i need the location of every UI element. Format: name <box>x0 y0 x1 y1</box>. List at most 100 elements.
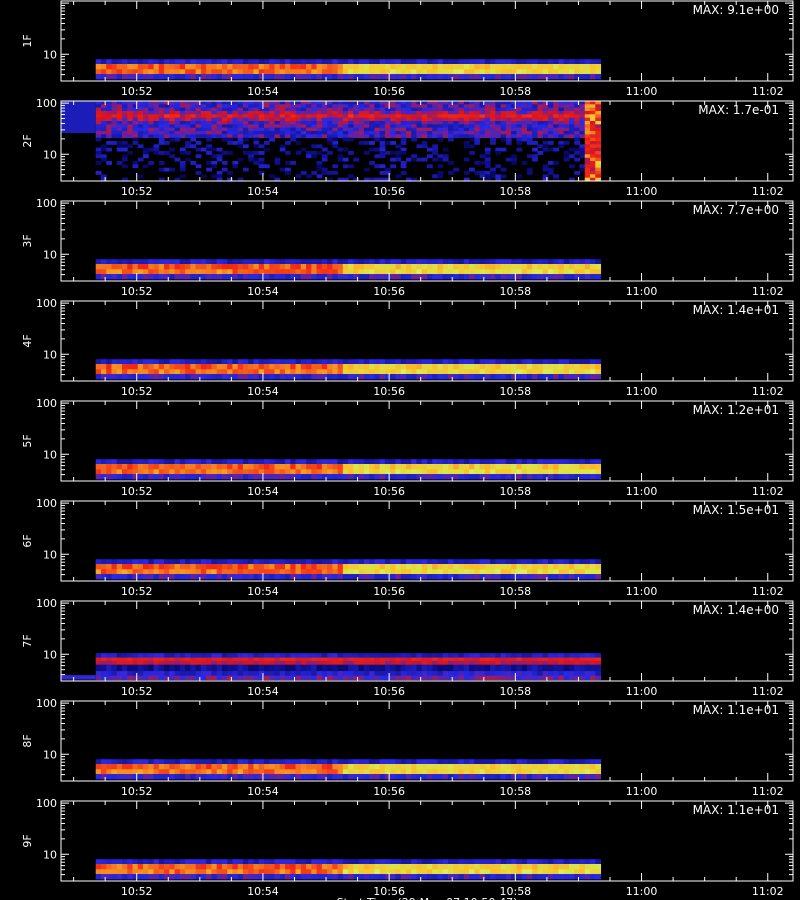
heatmap-cell <box>363 568 370 575</box>
heatmap-cell <box>411 259 417 264</box>
heatmap-cell <box>463 141 470 145</box>
heatmap-cell <box>437 759 444 764</box>
heatmap-cell <box>206 463 212 470</box>
heatmap-cell <box>316 657 323 661</box>
heatmap-cell <box>263 763 270 770</box>
heatmap-cell <box>295 660 302 665</box>
heatmap-cell <box>311 111 318 115</box>
heatmap-cell <box>221 104 228 109</box>
heatmap-cell <box>169 131 176 135</box>
heatmap-cell <box>490 359 496 364</box>
heatmap-cell <box>179 164 186 169</box>
heatmap-cell <box>132 373 139 380</box>
heatmap-cell <box>400 657 407 661</box>
heatmap-cell <box>211 759 218 764</box>
heatmap-cell <box>174 111 181 115</box>
heatmap-cell <box>526 763 533 770</box>
heatmap-cell <box>500 259 507 264</box>
heatmap-cell <box>227 653 233 658</box>
heatmap-cell <box>405 68 412 75</box>
heatmap-cell <box>232 573 239 580</box>
heatmap-cell <box>590 137 596 142</box>
heatmap-cell <box>384 131 391 135</box>
heatmap-cell <box>248 127 254 132</box>
heatmap-cell <box>584 768 591 775</box>
heatmap-cell <box>137 463 144 470</box>
heatmap-cell <box>306 151 312 155</box>
heatmap-cell <box>337 763 344 770</box>
heatmap-cell <box>169 568 176 575</box>
heatmap-cell <box>353 653 360 658</box>
heatmap-cell <box>532 114 538 119</box>
heatmap-cell <box>584 174 591 179</box>
heatmap-cell <box>495 657 502 661</box>
heatmap-cell <box>274 657 281 661</box>
heatmap-cell <box>342 137 349 142</box>
heatmap-cell <box>216 268 223 275</box>
heatmap-cell <box>532 459 538 464</box>
heatmap-cell <box>574 134 580 139</box>
heatmap-cell <box>100 127 107 132</box>
heatmap-cell <box>353 459 360 464</box>
heatmap-cell <box>306 124 312 129</box>
heatmap-cell <box>395 563 402 570</box>
heatmap-cell <box>237 563 244 570</box>
heatmap-cell <box>321 268 328 275</box>
heatmap-cell <box>269 363 275 370</box>
heatmap-cell <box>300 171 307 175</box>
heatmap-cell <box>285 263 291 270</box>
heatmap-cell <box>500 124 507 129</box>
heatmap-cell <box>532 763 538 770</box>
heatmap-cell <box>206 68 212 75</box>
heatmap-cell <box>295 59 302 64</box>
heatmap-cell <box>411 660 417 665</box>
heatmap-cell <box>274 660 281 665</box>
heatmap-cell <box>395 157 402 162</box>
heatmap-cell <box>200 373 207 380</box>
heatmap-cell <box>122 664 128 672</box>
heatmap-cell <box>432 268 439 275</box>
heatmap-cell <box>595 773 602 780</box>
heatmap-cell <box>400 463 407 470</box>
heatmap-cell <box>116 259 123 264</box>
heatmap-cell <box>363 473 370 480</box>
heatmap-cell <box>469 653 475 658</box>
heatmap-cell <box>537 63 544 70</box>
heatmap-cell <box>516 263 523 270</box>
heatmap-cell <box>432 664 439 672</box>
heatmap-cell <box>185 273 191 280</box>
heatmap-cell <box>290 759 297 764</box>
heatmap-cell <box>390 563 396 570</box>
heatmap-cell <box>516 459 523 464</box>
heatmap-cell <box>242 670 249 676</box>
heatmap-cell <box>537 144 544 149</box>
heatmap-cell <box>116 768 123 775</box>
heatmap-cell <box>169 468 176 475</box>
y-tick-label: 100 <box>36 397 57 410</box>
heatmap-cell <box>337 373 344 380</box>
heatmap-cell <box>568 563 575 570</box>
heatmap-cell <box>390 657 396 661</box>
heatmap-cell <box>300 373 307 380</box>
heatmap-cell <box>290 660 297 665</box>
heatmap-cell <box>106 273 112 280</box>
heatmap-cell <box>405 263 412 270</box>
heatmap-cell <box>127 63 134 70</box>
heatmap-cell <box>558 63 565 70</box>
heatmap-cell <box>490 73 496 80</box>
heatmap-cell <box>211 359 218 364</box>
heatmap-cell <box>279 104 286 109</box>
heatmap-cell <box>332 657 339 661</box>
heatmap-cell <box>137 259 144 264</box>
heatmap-cell <box>490 167 496 172</box>
heatmap-cell <box>332 63 339 70</box>
heatmap-cell <box>253 763 260 770</box>
heatmap-cell <box>169 259 176 264</box>
heatmap-cell <box>458 107 465 112</box>
heatmap-cell <box>463 473 470 480</box>
heatmap-cell <box>537 268 544 275</box>
heatmap-cell <box>269 107 275 112</box>
heatmap-cell <box>237 559 244 564</box>
heatmap-cell <box>321 154 328 159</box>
heatmap-cell <box>221 273 228 280</box>
